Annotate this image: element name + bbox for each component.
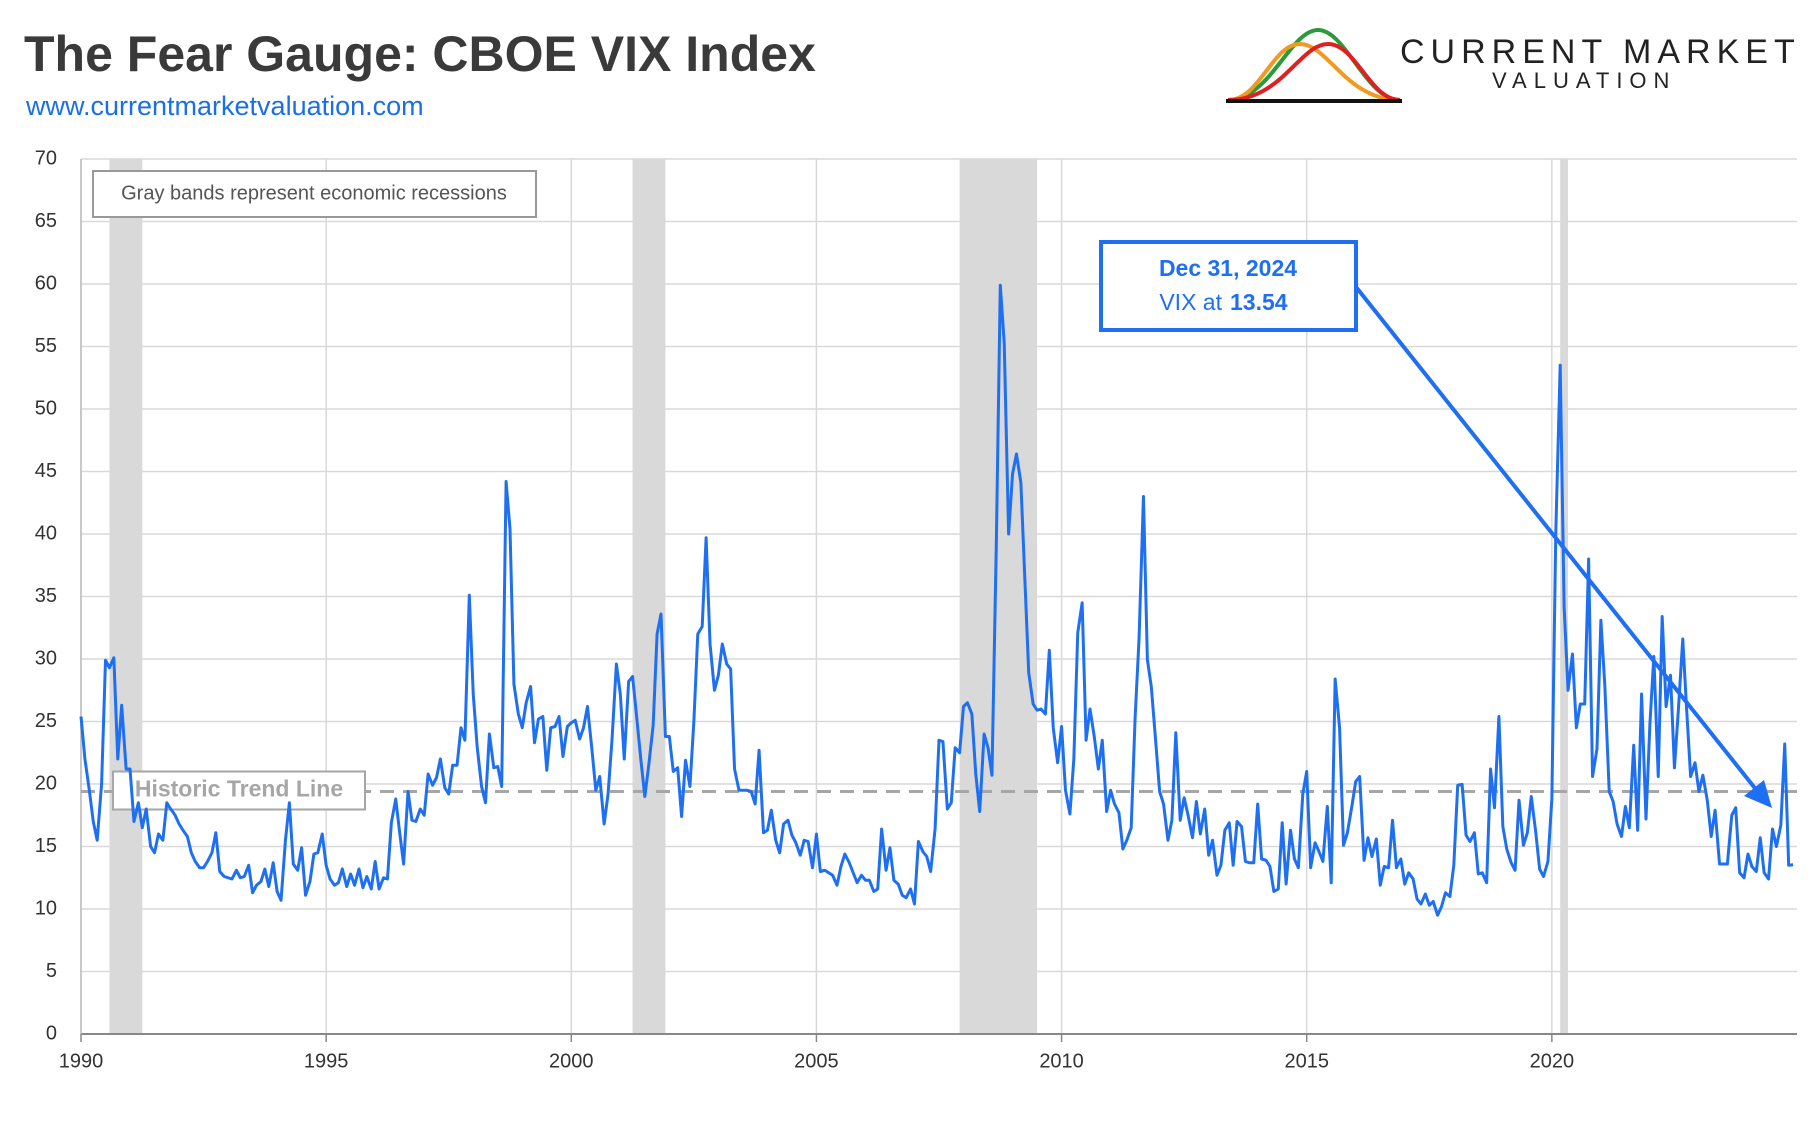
y-tick-label: 50 (35, 397, 57, 419)
logo-curve (1227, 41, 1401, 102)
trend-label: Historic Trend Line (135, 776, 343, 802)
y-tick-label: 30 (35, 647, 57, 669)
trend-label-box (112, 770, 366, 811)
annotation-value: 13.54 (1230, 289, 1288, 315)
x-tick-label: 2000 (549, 1050, 594, 1072)
y-tick-label: 60 (35, 272, 57, 294)
y-tick-label: 20 (35, 772, 57, 794)
y-tick-label: 55 (35, 335, 57, 357)
logo-text: CURRENT MARKET (1400, 33, 1801, 71)
x-tick-label: 2020 (1530, 1050, 1575, 1072)
annotation-arrowhead (1744, 780, 1772, 808)
annotation-label: VIX at (1159, 289, 1222, 315)
x-tick-label: 1990 (59, 1050, 104, 1072)
y-tick-label: 25 (35, 710, 57, 732)
y-tick-label: 65 (35, 210, 57, 232)
x-tick-label: 2015 (1284, 1050, 1329, 1072)
y-tick-label: 70 (35, 147, 57, 169)
y-tick-label: 10 (35, 897, 57, 919)
x-tick-label: 1995 (304, 1050, 349, 1072)
annotation-date: Dec 31, 2024 (1159, 255, 1297, 281)
chart-title: The Fear Gauge: CBOE VIX Index (24, 26, 816, 82)
logo-curve (1227, 41, 1401, 102)
y-tick-label: 5 (46, 960, 57, 982)
vix-line (79, 283, 1794, 917)
y-tick-label: 35 (35, 585, 57, 607)
note-box (92, 170, 537, 218)
y-tick-label: 0 (46, 1022, 57, 1044)
logo-text: VALUATION (1492, 68, 1676, 93)
logo: CURRENT MARKET VALUATION (1226, 27, 1801, 103)
y-tick-label: 45 (35, 460, 57, 482)
x-tick-label: 2005 (794, 1050, 839, 1072)
x-tick-label: 2010 (1039, 1050, 1084, 1072)
logo-curve (1227, 27, 1401, 102)
y-tick-label: 15 (35, 835, 57, 857)
note: Gray bands represent economic recessions (121, 182, 507, 204)
annotation-box (1099, 240, 1358, 332)
annotation-arrow (1354, 285, 1760, 794)
chart-subtitle: www.currentmarketvaluation.com (25, 91, 424, 121)
y-tick-label: 40 (35, 522, 57, 544)
